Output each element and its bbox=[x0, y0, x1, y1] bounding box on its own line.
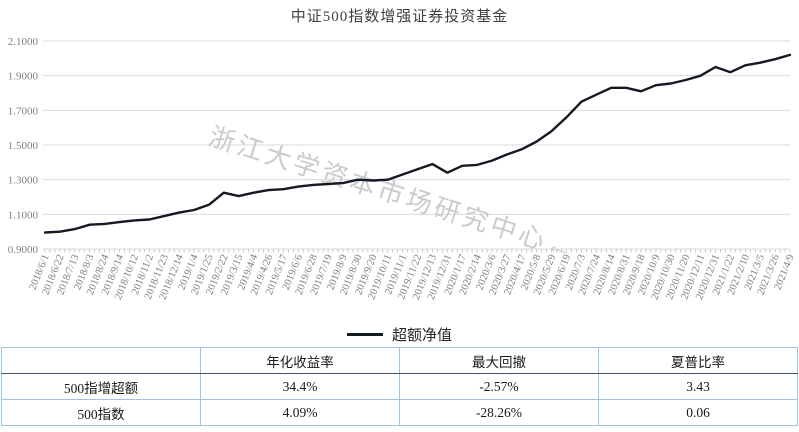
chart-area: 0.9000 1.1000 1.3000 1.5000 1.7000 1.9000 2.10… bbox=[8, 36, 797, 301]
chart-legend: 超额净值 bbox=[0, 324, 799, 344]
chart-title: 中证500指数增强证券投资基金 bbox=[290, 9, 509, 25]
legend-line-swatch bbox=[346, 332, 383, 336]
table-header-row: 年化收益率 最大回撤 夏普比率 bbox=[1, 347, 798, 374]
cell-annualized-return: 34.4% bbox=[200, 373, 400, 400]
y-axis-label: 1.1000 bbox=[8, 209, 39, 221]
header-cell-annualized-return: 年化收益率 bbox=[200, 347, 400, 374]
y-axis-label: 2.1000 bbox=[8, 36, 39, 48]
header-cell-max-drawdown: 最大回撤 bbox=[399, 347, 599, 374]
table-row: 500指数 4.09% -28.26% 0.06 bbox=[1, 399, 798, 426]
table-row: 500指增超额 34.4% -2.57% 3.43 bbox=[1, 373, 798, 400]
y-axis-label: 1.3000 bbox=[8, 175, 39, 187]
cell-max-drawdown: -28.26% bbox=[399, 399, 599, 426]
y-axis-label: 0.9000 bbox=[8, 244, 39, 256]
y-axis-label: 1.9000 bbox=[8, 71, 39, 83]
series-line-excess-nav bbox=[43, 53, 792, 234]
header-cell-sharpe-ratio: 夏普比率 bbox=[598, 347, 798, 374]
stats-table: 年化收益率 最大回撤 夏普比率 500指增超额 34.4% -2.57% 3.4… bbox=[1, 347, 798, 426]
watermark: 浙江大学资本市场研究中心← bbox=[205, 122, 579, 265]
cell-sharpe-ratio: 3.43 bbox=[598, 373, 798, 400]
row-label: 500指增超额 bbox=[1, 373, 201, 400]
row-label: 500指数 bbox=[1, 399, 201, 426]
cell-max-drawdown: -2.57% bbox=[399, 373, 599, 400]
cell-sharpe-ratio: 0.06 bbox=[598, 399, 798, 426]
legend-label: 超额净值 bbox=[391, 327, 452, 344]
y-axis-label: 1.7000 bbox=[8, 105, 39, 117]
cell-annualized-return: 4.09% bbox=[200, 399, 400, 426]
header-cell-empty bbox=[1, 347, 201, 374]
y-axis-label: 1.5000 bbox=[8, 140, 39, 152]
